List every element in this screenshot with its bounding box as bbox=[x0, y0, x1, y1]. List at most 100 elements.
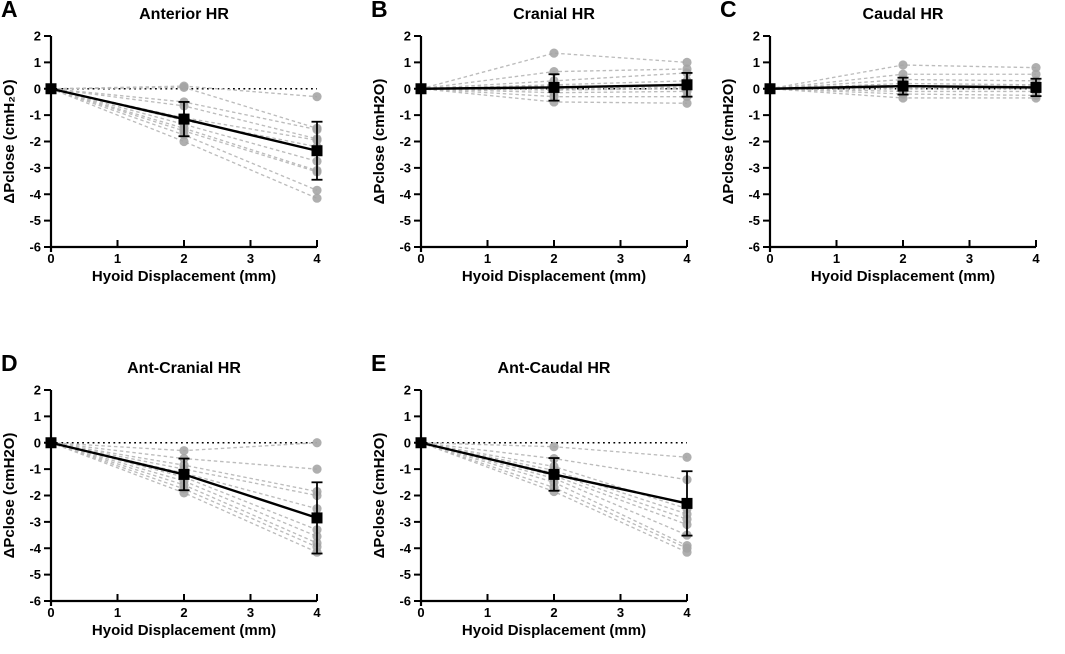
mean-marker bbox=[178, 468, 190, 480]
y-tick-label: 1 bbox=[753, 55, 760, 70]
y-tick-label: -6 bbox=[399, 240, 411, 255]
x-tick-label: 0 bbox=[47, 605, 54, 620]
individual-line bbox=[420, 442, 688, 515]
y-tick-label: -1 bbox=[399, 462, 411, 477]
chart-title: Ant-Caudal HR bbox=[498, 360, 611, 377]
chart-svg: Cranial HR 2 1 0 -1 -2 -3 -4 -5 -6 0 1 2 3 4 Hyoid Disp… bbox=[371, 6, 693, 285]
y-tick-label: -3 bbox=[29, 160, 41, 175]
y-tick-label: -3 bbox=[29, 514, 41, 529]
y-tick-label: -5 bbox=[29, 213, 41, 228]
y-tick-label: 0 bbox=[34, 81, 41, 96]
y-tick-label: -6 bbox=[399, 594, 411, 609]
individual-marker bbox=[312, 92, 322, 102]
chart-panel-d: D Ant-Cranial HR 2 1 0 -1 -2 -3 -4 -5 -6 0 1 2 3 4 Hyoid… bbox=[0, 350, 346, 654]
individual-line bbox=[50, 88, 318, 162]
individual-marker bbox=[682, 547, 692, 557]
individual-marker bbox=[312, 464, 322, 474]
x-tick-label: 3 bbox=[617, 605, 624, 620]
y-tick-label: 0 bbox=[753, 81, 760, 96]
y-tick-label: -2 bbox=[748, 134, 760, 149]
mean-marker bbox=[681, 79, 693, 91]
y-tick-label: 2 bbox=[34, 383, 41, 398]
individual-marker bbox=[682, 452, 692, 462]
x-tick-label: 4 bbox=[313, 605, 321, 620]
x-tick-label: 0 bbox=[766, 251, 773, 266]
x-tick-label: 2 bbox=[550, 605, 557, 620]
mean-marker bbox=[1030, 81, 1042, 93]
x-axis-label: Hyoid Displacement (mm) bbox=[811, 268, 995, 285]
y-tick-label: 1 bbox=[404, 55, 411, 70]
individual-line bbox=[50, 88, 318, 199]
chart-svg: Ant-Cranial HR 2 1 0 -1 -2 -3 -4 -5 -6 0 1 2 3 4 Hyoid … bbox=[1, 360, 323, 639]
y-axis-label: ΔPclose (cmH2O) bbox=[371, 79, 388, 205]
x-tick-label: 0 bbox=[417, 251, 424, 266]
y-tick-label: 2 bbox=[34, 29, 41, 44]
x-tick-label: 1 bbox=[484, 605, 491, 620]
x-axis-label: Hyoid Displacement (mm) bbox=[462, 622, 646, 639]
y-tick-label: -3 bbox=[748, 160, 760, 175]
y-tick-label: 2 bbox=[753, 29, 760, 44]
x-axis-label: Hyoid Displacement (mm) bbox=[92, 268, 276, 285]
individual-marker bbox=[179, 82, 189, 93]
y-axis-label: ΔPclose (cmH2O) bbox=[720, 79, 737, 205]
x-tick-label: 2 bbox=[180, 605, 187, 620]
panel-letter: C bbox=[720, 0, 737, 22]
chart-title: Caudal HR bbox=[863, 6, 944, 23]
x-tick-label: 0 bbox=[47, 251, 54, 266]
chart-title: Anterior HR bbox=[139, 6, 229, 23]
y-tick-label: -2 bbox=[29, 488, 41, 503]
y-tick-label: 2 bbox=[404, 383, 411, 398]
chart-svg: Ant-Caudal HR 2 1 0 -1 -2 -3 -4 -5 -6 0 1 2 3 4 Hyoid D… bbox=[371, 360, 693, 639]
y-tick-label: -1 bbox=[399, 108, 411, 123]
individual-line bbox=[50, 442, 318, 553]
y-tick-label: -5 bbox=[29, 567, 41, 582]
y-tick-label: -2 bbox=[399, 488, 411, 503]
x-tick-label: 3 bbox=[247, 251, 254, 266]
y-tick-label: -4 bbox=[399, 541, 411, 556]
y-tick-label: -1 bbox=[748, 108, 760, 123]
individual-marker bbox=[549, 48, 559, 58]
y-tick-label: -6 bbox=[29, 594, 41, 609]
individual-marker bbox=[898, 93, 908, 103]
panel-letter: E bbox=[371, 350, 387, 376]
y-tick-label: -3 bbox=[399, 514, 411, 529]
mean-marker bbox=[548, 81, 560, 93]
panel-letter: B bbox=[371, 0, 388, 22]
individual-marker bbox=[682, 57, 692, 67]
x-tick-label: 1 bbox=[484, 251, 491, 266]
y-tick-label: -5 bbox=[399, 213, 411, 228]
y-tick-label: -1 bbox=[29, 108, 41, 123]
x-tick-label: 3 bbox=[247, 605, 254, 620]
individual-marker bbox=[1031, 63, 1041, 73]
y-tick-label: -3 bbox=[399, 160, 411, 175]
y-tick-label: 2 bbox=[404, 29, 411, 44]
x-tick-label: 4 bbox=[313, 251, 321, 266]
x-tick-label: 4 bbox=[683, 605, 691, 620]
individual-line bbox=[50, 442, 318, 538]
chart-panel-e: E Ant-Caudal HR 2 1 0 -1 -2 -3 -4 -5 -6 0 1 2 3 4 Hyoid … bbox=[370, 350, 716, 654]
x-tick-label: 1 bbox=[114, 605, 121, 620]
x-tick-label: 1 bbox=[114, 251, 121, 266]
mean-marker bbox=[897, 80, 909, 92]
individual-marker bbox=[1031, 69, 1041, 79]
x-tick-label: 2 bbox=[550, 251, 557, 266]
x-tick-label: 1 bbox=[833, 251, 840, 266]
y-tick-label: 0 bbox=[404, 81, 411, 96]
y-tick-label: 1 bbox=[34, 409, 41, 424]
individual-marker bbox=[312, 193, 322, 203]
individual-marker bbox=[549, 97, 559, 107]
y-tick-label: 0 bbox=[34, 435, 41, 450]
chart-panel-c: C Caudal HR 2 1 0 -1 -2 -3 -4 -5 -6 0 1 2 3 4 Hyoid Disp… bbox=[719, 0, 1065, 300]
chart-svg: Anterior HR 2 1 0 -1 -2 -3 -4 -5 -6 0 1 2 3 4 Hyoid Dis… bbox=[1, 6, 323, 285]
panel-letter: D bbox=[1, 350, 18, 376]
individual-marker bbox=[312, 438, 322, 448]
individual-marker bbox=[179, 136, 189, 147]
individual-line bbox=[420, 52, 688, 90]
y-tick-label: -2 bbox=[29, 134, 41, 149]
y-axis-label: ΔPclose (cmH₂O) bbox=[1, 79, 18, 203]
mean-marker bbox=[311, 145, 323, 157]
individual-line bbox=[420, 442, 688, 536]
individual-marker bbox=[312, 185, 322, 195]
mean-marker bbox=[178, 113, 190, 125]
x-tick-label: 4 bbox=[1032, 251, 1040, 266]
